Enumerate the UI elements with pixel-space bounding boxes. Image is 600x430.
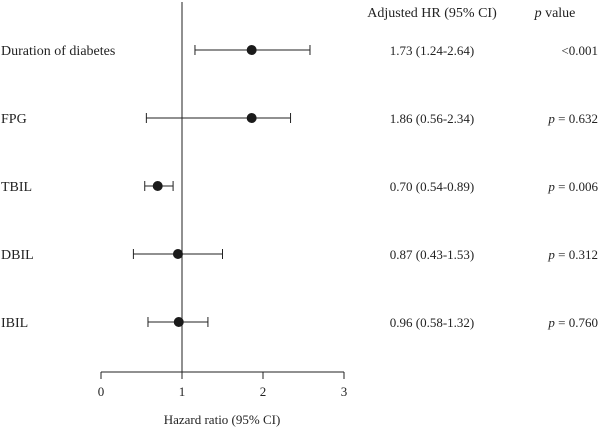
hr-value-text: 0.96 (0.58-1.32) xyxy=(390,315,475,330)
row-label: TBIL xyxy=(1,180,32,195)
p-header-rest: value xyxy=(542,6,576,21)
hr-point xyxy=(173,317,184,327)
forest-row: FPG 1.86 (0.56-2.34) p = 0.632 xyxy=(1,111,598,127)
hr-point xyxy=(152,181,163,191)
x-tick-label: 1 xyxy=(179,384,186,399)
x-tick-label: 2 xyxy=(260,384,267,399)
hr-point xyxy=(246,113,257,123)
hr-point xyxy=(246,45,257,55)
row-label: DBIL xyxy=(1,248,34,263)
forest-row: DBIL 0.87 (0.43-1.53) p = 0.312 xyxy=(1,247,598,263)
row-label: IBIL xyxy=(1,316,28,331)
p-value-text: p = 0.632 xyxy=(547,111,598,126)
x-axis: 0 1 2 3 xyxy=(98,371,348,399)
p-value-text: p = 0.760 xyxy=(547,315,598,330)
p-italic: p xyxy=(547,315,555,330)
rows-group: Duration of diabetes 1.73 (1.24-2.64) <0.0… xyxy=(1,43,598,331)
p-value: = 0.632 xyxy=(555,111,598,126)
p-italic: p xyxy=(547,179,555,194)
x-tick-label: 3 xyxy=(341,384,348,399)
p-value-text: p = 0.312 xyxy=(547,247,598,262)
x-tick-label: 0 xyxy=(98,384,105,399)
p-value: = 0.006 xyxy=(555,179,599,194)
hr-value-text: 1.73 (1.24-2.64) xyxy=(390,43,475,58)
p-value-text: <0.001 xyxy=(561,43,598,58)
p-column-header: p value xyxy=(534,6,576,21)
p-value-text: p = 0.006 xyxy=(547,179,598,194)
p-italic: p xyxy=(547,247,555,262)
p-value: = 0.312 xyxy=(555,247,598,262)
forest-row: IBIL 0.96 (0.58-1.32) p = 0.760 xyxy=(1,315,598,331)
forest-row: Duration of diabetes 1.73 (1.24-2.64) <0.0… xyxy=(1,43,598,59)
forest-row: TBIL 0.70 (0.54-0.89) p = 0.006 xyxy=(1,179,598,195)
p-value: <0.001 xyxy=(561,43,598,58)
row-label: FPG xyxy=(1,112,27,127)
hr-value-text: 0.70 (0.54-0.89) xyxy=(390,179,475,194)
p-header-italic: p xyxy=(534,6,542,21)
x-axis-title: Hazard ratio (95% CI) xyxy=(164,412,281,427)
hr-point xyxy=(172,249,183,259)
p-value: = 0.760 xyxy=(555,315,598,330)
hr-value-text: 0.87 (0.43-1.53) xyxy=(390,247,475,262)
hr-column-header: Adjusted HR (95% CI) xyxy=(367,6,497,21)
row-label: Duration of diabetes xyxy=(1,44,115,59)
hr-value-text: 1.86 (0.56-2.34) xyxy=(390,111,475,126)
p-italic: p xyxy=(547,111,555,126)
